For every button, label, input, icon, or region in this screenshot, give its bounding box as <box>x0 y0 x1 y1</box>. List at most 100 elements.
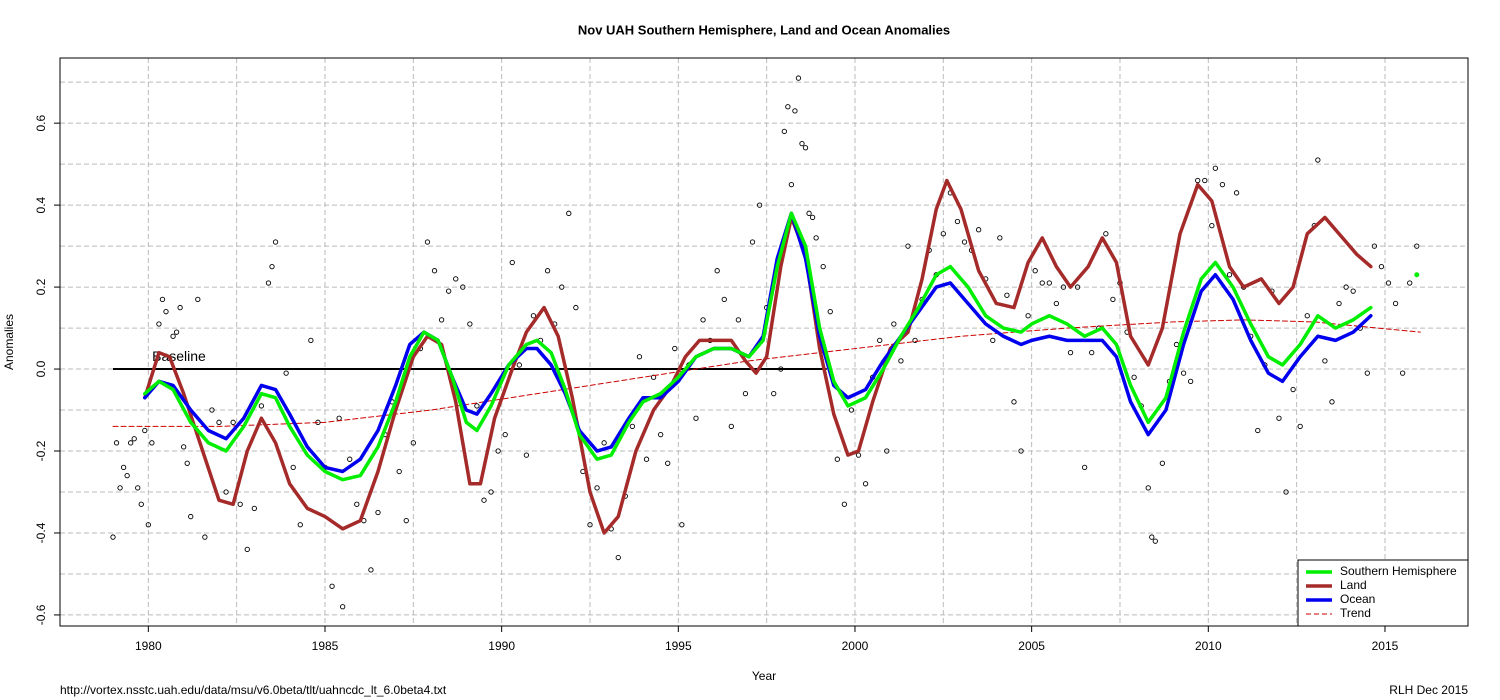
data-point <box>1297 423 1303 430</box>
y-tick-label: 0.4 <box>34 196 48 213</box>
data-point <box>1364 370 1370 376</box>
data-point <box>658 431 664 438</box>
source-note: http://vortex.nsstc.uah.edu/data/msu/v6.… <box>60 683 447 697</box>
data-point <box>792 108 798 114</box>
data-point <box>795 75 802 81</box>
data-point <box>1067 350 1074 356</box>
data-point <box>1046 280 1052 286</box>
x-tick-label: 1985 <box>312 639 339 653</box>
data-point <box>799 141 805 147</box>
data-point <box>650 374 657 380</box>
credit-note: RLH Dec 2015 <box>1389 683 1468 697</box>
data-point <box>1110 296 1116 303</box>
data-point <box>1343 284 1349 290</box>
data-point <box>1053 300 1060 307</box>
data-point <box>788 181 795 188</box>
data-point <box>453 276 459 282</box>
data-point <box>813 235 819 241</box>
data-point <box>615 554 621 561</box>
data-point <box>990 337 996 344</box>
data-point <box>898 358 904 364</box>
series-line <box>112 319 1421 427</box>
data-point <box>1255 427 1261 434</box>
data-point <box>237 501 243 507</box>
data-point <box>329 583 335 589</box>
baseline-label: Baseline <box>152 348 206 364</box>
x-tick-label: 2015 <box>1372 639 1399 653</box>
data-point <box>735 317 742 323</box>
data-point <box>749 239 756 245</box>
data-point <box>544 268 551 274</box>
data-point <box>1025 313 1031 319</box>
data-point <box>785 104 791 110</box>
y-tick-label: -0.4 <box>34 522 48 543</box>
data-point <box>884 448 890 454</box>
data-point <box>1322 358 1328 364</box>
data-point <box>827 309 833 315</box>
data-point <box>559 284 565 290</box>
data-point <box>679 522 685 528</box>
data-point <box>1329 399 1335 405</box>
data-point <box>269 263 275 270</box>
data-point <box>961 239 968 245</box>
data-point <box>502 431 508 438</box>
data-point <box>1103 231 1109 237</box>
data-point <box>1283 489 1289 495</box>
data-point <box>131 436 137 442</box>
legend-label: Ocean <box>1340 592 1375 606</box>
data-point <box>1187 378 1194 384</box>
x-tick-label: 1980 <box>135 639 162 653</box>
data-point <box>1004 292 1010 298</box>
series-line <box>143 178 1373 535</box>
data-point <box>258 403 265 409</box>
data-point <box>516 362 522 368</box>
data-point <box>403 518 409 524</box>
data-point <box>1304 313 1310 319</box>
data-point <box>184 460 190 466</box>
data-point <box>587 522 593 528</box>
data-point <box>841 501 848 507</box>
x-tick-label: 1990 <box>488 639 515 653</box>
data-point <box>509 259 515 266</box>
data-point <box>700 317 706 323</box>
data-point <box>481 497 487 503</box>
data-point <box>665 460 671 466</box>
data-point <box>120 464 127 471</box>
data-point <box>912 337 918 344</box>
data-point <box>1195 177 1201 184</box>
data-point <box>265 280 272 286</box>
data-point <box>410 440 416 446</box>
plot-frame <box>59 57 1469 627</box>
data-point <box>1159 460 1166 466</box>
data-point <box>1219 181 1226 188</box>
data-point <box>672 345 678 352</box>
data-point <box>156 321 162 327</box>
data-point <box>728 423 734 430</box>
data-point <box>1149 534 1155 540</box>
data-point <box>347 456 353 462</box>
data-point <box>1226 272 1233 278</box>
data-point <box>1089 350 1095 356</box>
data-point <box>283 370 289 376</box>
data-point <box>566 210 572 216</box>
data-point <box>742 390 749 397</box>
data-point <box>209 407 215 413</box>
data-point <box>848 407 855 413</box>
data-point <box>1018 448 1024 454</box>
y-tick-label: -0.6 <box>34 604 48 625</box>
data-point <box>802 145 809 151</box>
data-point <box>601 440 607 446</box>
data-point <box>530 313 537 319</box>
data-point <box>1074 284 1081 290</box>
data-point <box>340 604 346 610</box>
data-point <box>308 337 314 344</box>
data-point <box>495 448 501 454</box>
data-point <box>1392 300 1399 307</box>
data-point <box>1180 370 1187 376</box>
data-point <box>1233 190 1240 196</box>
data-point <box>954 218 961 225</box>
data-point <box>117 485 123 491</box>
data-point <box>877 337 883 344</box>
